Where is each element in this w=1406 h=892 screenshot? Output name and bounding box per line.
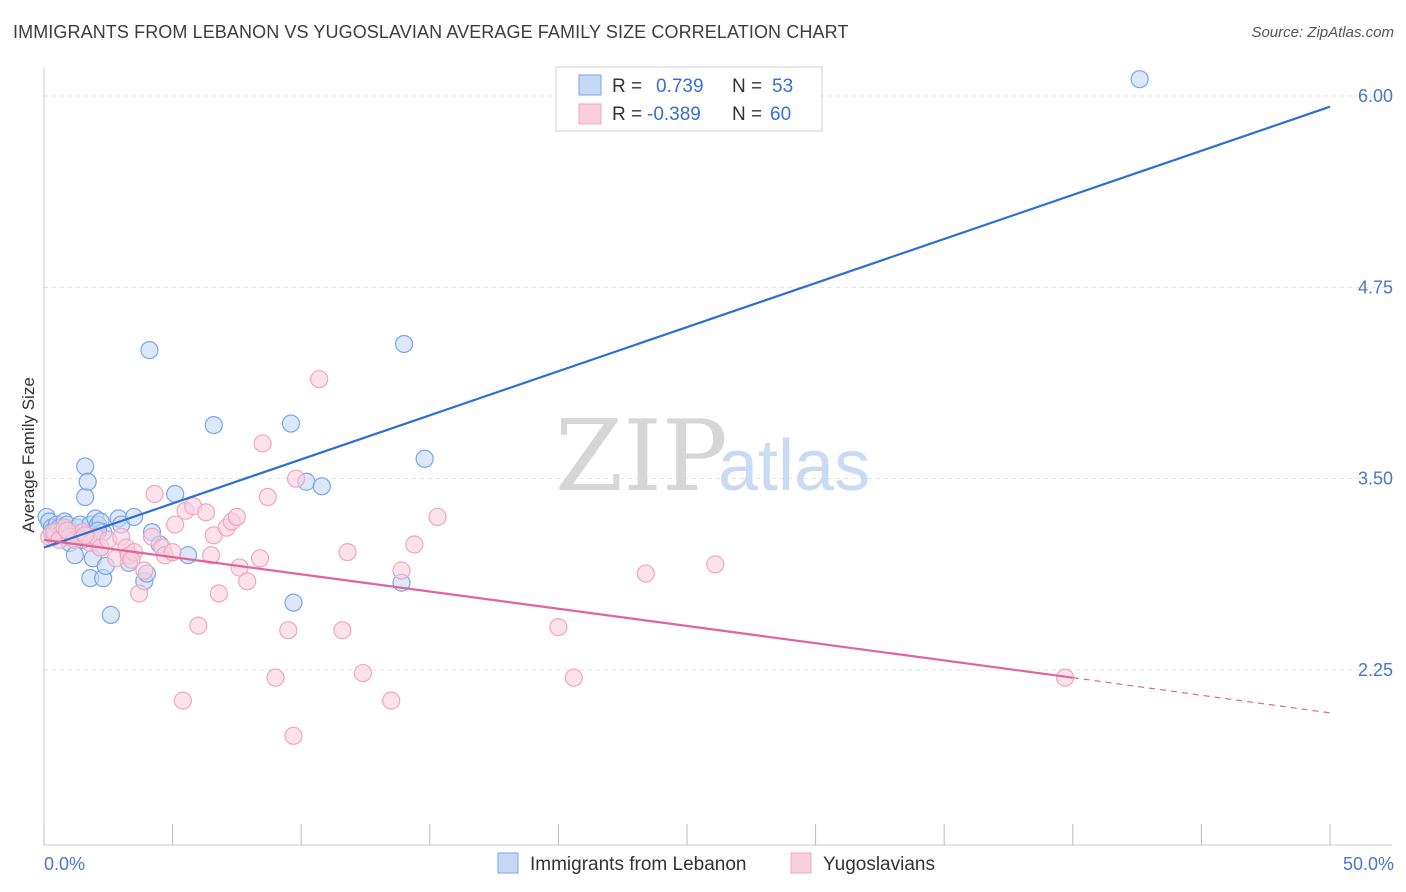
trend-line-yugoslavians-extension — [1072, 677, 1331, 714]
data-point-lebanon — [281, 414, 301, 433]
data-point-yugoslavians — [209, 584, 228, 603]
trend-line-yugoslavians — [43, 538, 1073, 679]
data-point-yugoslavians — [636, 564, 655, 583]
y-tick-label: 6.00 — [1358, 86, 1393, 106]
bottom-legend-swatch-lebanon — [497, 852, 519, 874]
legend-n-label-2: N = — [732, 104, 762, 125]
y-tick-label: 4.75 — [1358, 277, 1393, 297]
bottom-legend-swatch-yugoslavians — [790, 852, 812, 874]
y-axis-label: Average Family Size — [19, 377, 38, 533]
data-point-yugoslavians — [279, 621, 298, 640]
grid-lines — [44, 95, 1392, 671]
legend-n-value-1: 53 — [772, 76, 793, 97]
data-point-yugoslavians — [135, 561, 154, 580]
x-axis-ticks — [43, 824, 1331, 845]
data-point-lebanon — [76, 457, 95, 476]
trend-lines — [43, 105, 1331, 714]
data-point-yugoslavians — [284, 726, 303, 745]
data-point-lebanon — [394, 334, 414, 354]
legend-r-label-1: R = — [612, 76, 642, 97]
bottom-legend: Immigrants from Lebanon Yugoslavians — [497, 852, 935, 875]
data-point-yugoslavians — [428, 507, 447, 527]
x-tick-label-min: 0.0% — [44, 854, 85, 874]
y-axis-tick-labels: 2.25 3.50 4.75 6.00 — [1358, 86, 1393, 680]
data-point-yugoslavians — [122, 550, 141, 569]
data-point-lebanon — [178, 546, 198, 565]
legend-r-value-1: 0.739 — [656, 76, 704, 97]
data-point-yugoslavians — [196, 503, 216, 522]
data-point-lebanon — [1130, 70, 1149, 89]
data-point-yugoslavians — [202, 546, 221, 565]
bottom-legend-label-lebanon: Immigrants from Lebanon — [530, 854, 747, 875]
legend-n-label-1: N = — [732, 76, 762, 97]
data-point-yugoslavians — [173, 691, 192, 710]
data-point-yugoslavians — [130, 584, 149, 603]
data-point-yugoslavians — [238, 572, 257, 591]
data-point-lebanon — [140, 340, 159, 360]
data-point-yugoslavians — [310, 370, 329, 389]
trend-line-lebanon — [43, 105, 1331, 549]
data-point-lebanon — [312, 477, 331, 496]
chart-title: IMMIGRANTS FROM LEBANON VS YUGOSLAVIAN A… — [13, 22, 849, 42]
watermark-zip: ZIP — [555, 400, 728, 514]
data-point-lebanon — [415, 449, 434, 468]
data-point-yugoslavians — [258, 487, 277, 507]
y-tick-label: 2.25 — [1358, 660, 1393, 680]
data-point-yugoslavians — [266, 668, 285, 687]
series-lebanon-points — [37, 70, 1149, 624]
data-point-yugoslavians — [286, 469, 306, 488]
axes — [43, 68, 1392, 846]
data-point-yugoslavians — [382, 691, 401, 710]
data-point-lebanon — [78, 472, 97, 491]
data-point-yugoslavians — [145, 484, 164, 504]
watermark-atlas: atlas — [718, 426, 870, 506]
legend-swatch-yugoslavians — [578, 103, 602, 125]
data-point-yugoslavians — [353, 663, 373, 683]
data-point-yugoslavians — [392, 561, 411, 580]
data-point-yugoslavians — [227, 507, 246, 527]
data-point-yugoslavians — [405, 535, 424, 554]
data-point-yugoslavians — [189, 616, 208, 635]
data-point-lebanon — [204, 415, 223, 435]
x-tick-label-max: 50.0% — [1343, 854, 1394, 874]
data-point-yugoslavians — [333, 621, 352, 640]
legend-r-value-2: -0.389 — [647, 104, 701, 125]
data-point-lebanon — [76, 487, 95, 507]
data-point-lebanon — [101, 605, 120, 624]
data-point-yugoslavians — [253, 434, 272, 453]
data-point-yugoslavians — [250, 549, 270, 568]
data-point-lebanon — [284, 593, 303, 612]
data-point-yugoslavians — [166, 515, 185, 534]
bottom-legend-label-yugoslavians: Yugoslavians — [823, 854, 935, 875]
legend-r-label-2: R = — [612, 104, 642, 125]
data-point-yugoslavians — [338, 543, 357, 562]
legend-swatch-lebanon — [578, 74, 602, 96]
legend-n-value-2: 60 — [770, 104, 791, 125]
data-point-yugoslavians — [706, 555, 725, 574]
legend-box: R = 0.739 N = 53 R = -0.389 N = 60 — [555, 66, 823, 132]
y-tick-label: 3.50 — [1358, 469, 1393, 489]
data-point-lebanon — [65, 546, 84, 565]
data-point-yugoslavians — [549, 618, 568, 637]
chart-source: Source: ZipAtlas.com — [1251, 24, 1394, 41]
data-point-yugoslavians — [564, 668, 583, 687]
